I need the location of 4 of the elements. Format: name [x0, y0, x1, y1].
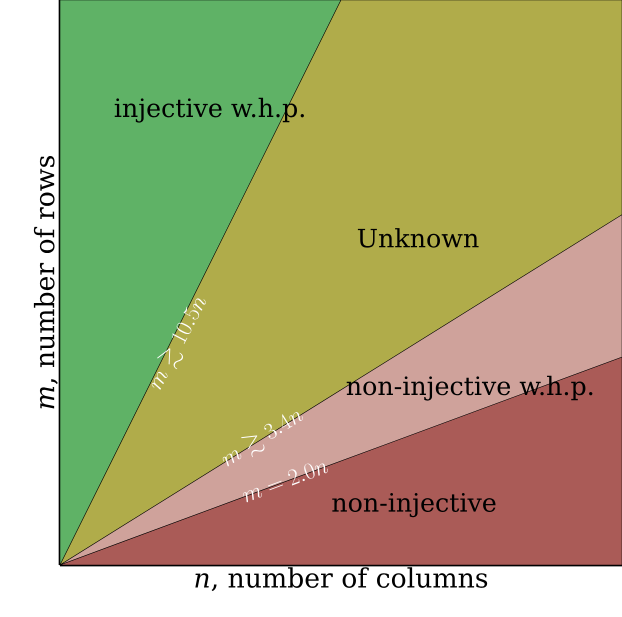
series-label: non-injective — [332, 492, 496, 518]
y-axis-title: m, number of rows — [34, 156, 58, 408]
series-label: Unknown — [358, 228, 479, 248]
x-axis-title: n, number of columns — [195, 567, 488, 592]
